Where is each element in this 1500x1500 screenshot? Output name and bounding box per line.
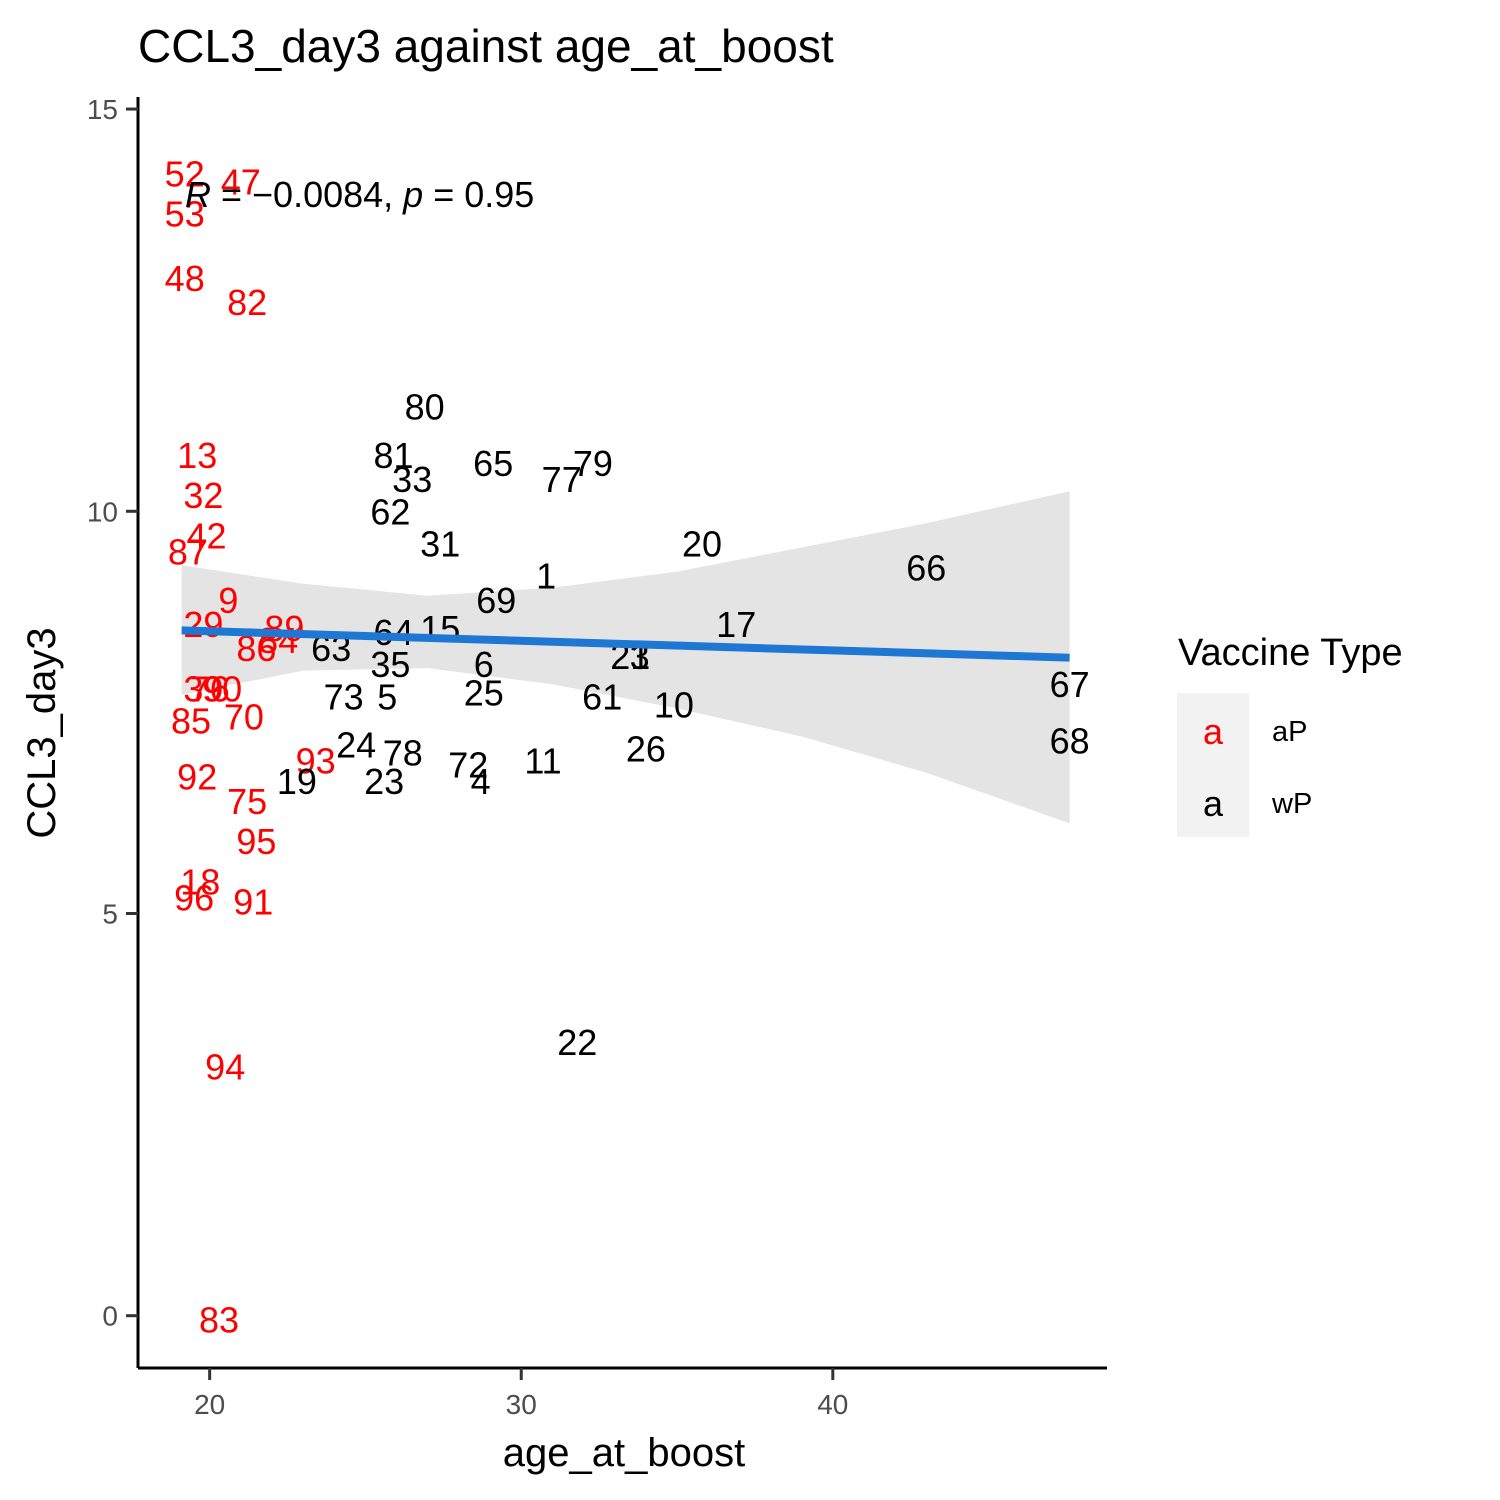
point-label-wp-25: 25: [464, 672, 504, 713]
point-label-ap-53: 53: [165, 194, 205, 235]
point-label-ap-89: 89: [264, 608, 304, 649]
point-label-ap-82: 82: [227, 282, 267, 323]
point-label-ap-47: 47: [221, 162, 261, 203]
point-label-wp-78: 78: [383, 733, 423, 774]
point-label-ap-91: 91: [233, 881, 273, 922]
point-label-wp-68: 68: [1050, 721, 1090, 762]
point-label-ap-84: 84: [258, 620, 298, 661]
point-label-wp-35: 35: [370, 644, 410, 685]
legend-label-ap: aP: [1272, 716, 1307, 748]
legend-key-ap: a: [1203, 711, 1224, 752]
legend-key-wp: a: [1203, 783, 1224, 824]
point-label-ap-75: 75: [227, 781, 267, 822]
legend-title: Vaccine Type: [1178, 632, 1403, 674]
r-value: = −0.0084,: [211, 174, 403, 215]
point-label-wp-79: 79: [573, 443, 613, 484]
point-label-ap-93: 93: [296, 741, 336, 782]
y-tick-label-0: 0: [102, 1301, 118, 1332]
point-label-wp-19: 19: [277, 761, 317, 802]
point-label-ap-18: 18: [180, 861, 220, 902]
x-ticks: 20 30 40: [194, 1368, 848, 1420]
point-label-wp-62: 62: [370, 491, 410, 532]
point-label-wp-67: 67: [1050, 664, 1090, 705]
p-symbol: p: [402, 174, 423, 215]
y-tick-label-15: 15: [87, 94, 118, 125]
point-label-wp-23: 23: [364, 761, 404, 802]
y-tick-label-10: 10: [87, 496, 118, 527]
y-tick-label-5: 5: [102, 898, 118, 929]
point-label-wp-6: 6: [474, 644, 494, 685]
point-label-wp-66: 66: [906, 548, 946, 589]
point-label-ap-70: 70: [224, 696, 264, 737]
point-label-wp-1: 1: [536, 556, 556, 597]
confidence-band: [181, 491, 1070, 824]
point-label-wp-10: 10: [654, 684, 694, 725]
point-label-wp-24: 24: [336, 725, 376, 766]
point-label-ap-42: 42: [186, 515, 226, 556]
point-label-wp-73: 73: [324, 676, 364, 717]
point-label-wp-15: 15: [420, 608, 460, 649]
point-label-ap-96: 96: [174, 877, 214, 918]
point-label-wp-11: 11: [524, 741, 561, 782]
point-label-ap-29: 29: [183, 604, 223, 645]
x-tick-label-20: 20: [194, 1389, 225, 1420]
p-value: = 0.95: [423, 174, 534, 215]
point-label-ap-52: 52: [165, 153, 205, 194]
y-ticks: 0 5 10 15: [87, 94, 138, 1332]
legend-key-bg-ap: [1177, 693, 1249, 765]
correlation-annotation: R = −0.0084, p = 0.95: [185, 174, 534, 215]
point-label-ap-85: 85: [171, 700, 211, 741]
point-label-wp-31: 31: [420, 524, 460, 565]
point-label-wp-33: 33: [392, 459, 432, 500]
point-label-ap-32: 32: [183, 475, 223, 516]
point-label-wp-69: 69: [476, 580, 516, 621]
point-label-ap-39: 39: [183, 668, 223, 709]
point-label-ap-9: 9: [218, 580, 238, 621]
point-label-ap-76: 76: [190, 668, 230, 709]
point-label-ap-13: 13: [177, 435, 217, 476]
point-label-wp-17: 17: [716, 604, 756, 645]
point-label-wp-22: 22: [557, 1022, 597, 1063]
point-label-ap-94: 94: [205, 1046, 245, 1087]
legend-label-wp: wP: [1271, 788, 1312, 820]
point-label-wp-20: 20: [682, 524, 722, 565]
point-label-wp-64: 64: [373, 612, 413, 653]
point-label-wp-65: 65: [473, 443, 513, 484]
point-label-wp-5: 5: [377, 676, 397, 717]
point-label-wp-81: 81: [373, 435, 413, 476]
legend: Vaccine Type a a aP wP: [1177, 632, 1403, 837]
point-label-wp-4: 4: [471, 761, 491, 802]
x-tick-label-40: 40: [817, 1389, 848, 1420]
chart-title: CCL3_day3 against age_at_boost: [138, 20, 834, 72]
point-label-wp-26: 26: [626, 729, 666, 770]
point-label-ap-92: 92: [177, 757, 217, 798]
point-label-wp-72: 72: [448, 745, 488, 786]
point-label-ap-90: 90: [202, 668, 242, 709]
x-axis-title: age_at_boost: [503, 1431, 745, 1475]
point-label-wp-61: 61: [582, 676, 622, 717]
legend-key-bg-wp: [1177, 765, 1249, 837]
point-label-ap-48: 48: [165, 258, 205, 299]
point-label-ap-87: 87: [168, 532, 208, 573]
r-symbol: R: [185, 174, 211, 215]
y-axis-title: CCL3_day3: [20, 627, 64, 838]
point-label-ap-95: 95: [236, 821, 276, 862]
point-label-wp-77: 77: [542, 459, 582, 500]
x-tick-label-30: 30: [506, 1389, 537, 1420]
point-label-ap-83: 83: [199, 1300, 239, 1341]
point-label-wp-80: 80: [405, 387, 445, 428]
regression-line: [181, 626, 1070, 662]
